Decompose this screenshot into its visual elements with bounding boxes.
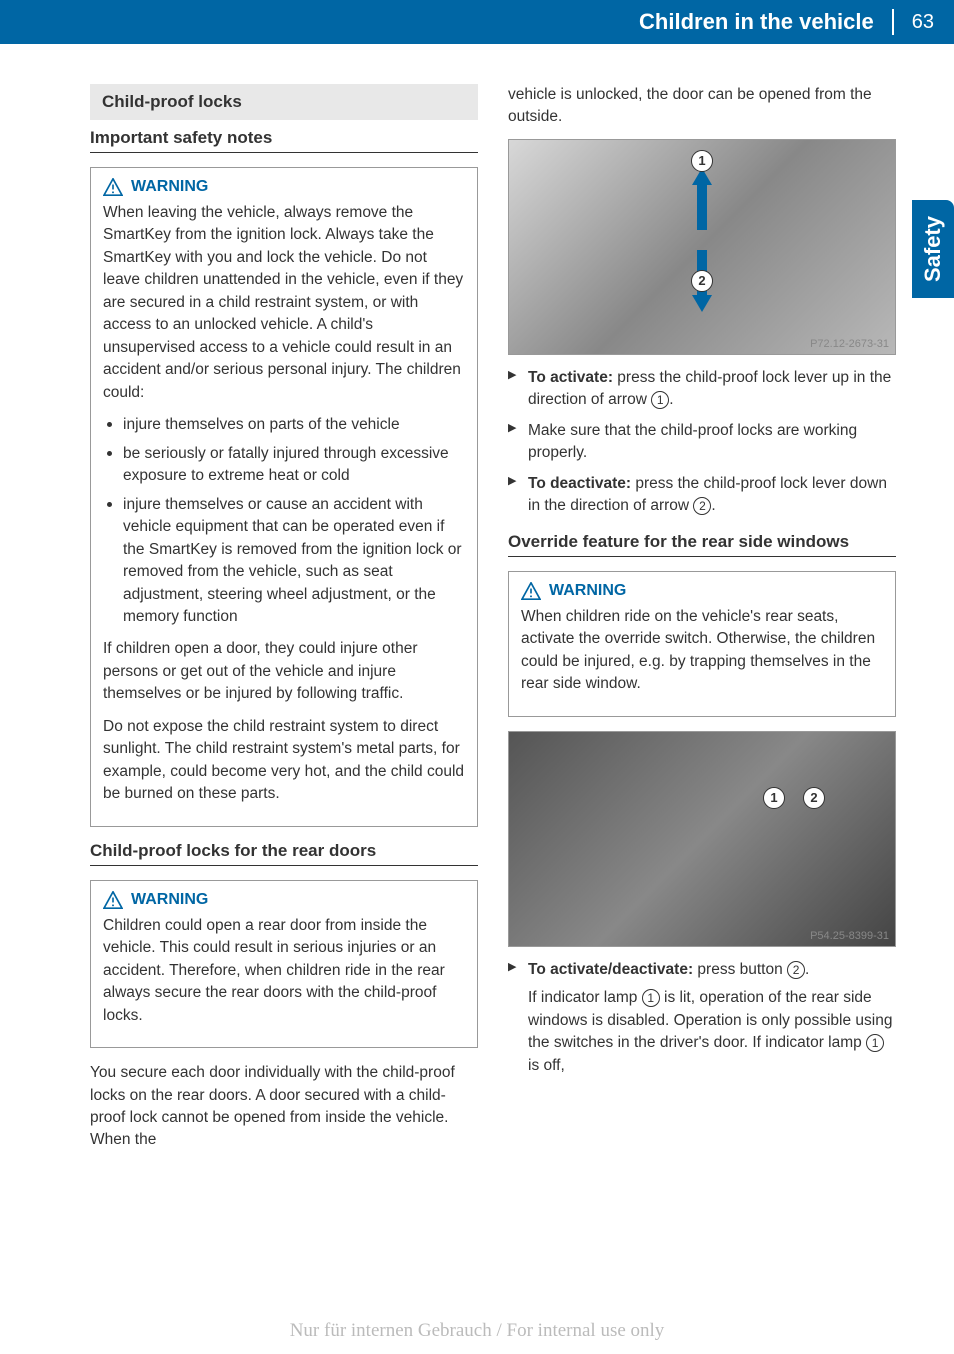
figure-child-lock-lever: 1 2 P72.12-2673-31 xyxy=(508,139,896,355)
list-item: injure themselves on parts of the vehicl… xyxy=(107,414,465,436)
action-continuation: If indicator lamp 1 is lit, operation of… xyxy=(528,987,896,1077)
content-area: Child-proof locks Important safety notes… xyxy=(0,44,954,1162)
right-column: vehicle is unlocked, the door can be ope… xyxy=(508,84,896,1162)
figure-code: P72.12-2673-31 xyxy=(810,338,889,350)
header-title: Children in the vehicle xyxy=(639,9,894,35)
circled-number: 1 xyxy=(642,989,660,1007)
warning-text: When children ride on the vehicle's rear… xyxy=(521,606,883,696)
subsection-heading: Override feature for the rear side windo… xyxy=(508,532,896,557)
warning-text: Children could open a rear door from ins… xyxy=(103,915,465,1027)
action-item: To deactivate: press the child-proof loc… xyxy=(508,473,896,518)
subsection-heading: Important safety notes xyxy=(90,128,478,153)
action-text: press button xyxy=(693,961,787,978)
warning-box-2: WARNING Children could open a rear door … xyxy=(90,880,478,1048)
callout-2: 2 xyxy=(691,270,713,292)
warning-box-3: WARNING When children ride on the vehicl… xyxy=(508,571,896,717)
circled-number: 2 xyxy=(787,961,805,979)
action-item: To activate: press the child-proof lock … xyxy=(508,367,896,412)
warning-text: When leaving the vehicle, always remove … xyxy=(103,202,465,404)
warning-bullets: injure themselves on parts of the vehicl… xyxy=(103,414,465,628)
figure-code: P54.25-8399-31 xyxy=(810,930,889,942)
section-tab-safety: Safety xyxy=(912,200,954,298)
warning-text: Do not expose the child restraint system… xyxy=(103,716,465,806)
list-item: injure themselves or cause an accident w… xyxy=(107,494,465,629)
action-text: If indicator lamp xyxy=(528,989,642,1006)
subsection-heading: Child-proof locks for the rear doors xyxy=(90,841,478,866)
warning-triangle-icon xyxy=(521,582,541,600)
figure-override-switch: 1 2 P54.25-8399-31 xyxy=(508,731,896,947)
body-paragraph: vehicle is unlocked, the door can be ope… xyxy=(508,84,896,129)
list-item: be seriously or fatally injured through … xyxy=(107,443,465,488)
callout-1: 1 xyxy=(691,150,713,172)
action-list: To activate/deactivate: press button 2. … xyxy=(508,959,896,1077)
page-header: Children in the vehicle 63 xyxy=(0,0,954,44)
action-text: . xyxy=(669,391,673,408)
arrow-diagram-icon xyxy=(682,160,722,320)
left-column: Child-proof locks Important safety notes… xyxy=(90,84,478,1162)
warning-title: WARNING xyxy=(103,891,465,909)
warning-title: WARNING xyxy=(103,178,465,196)
action-text: . xyxy=(711,497,715,514)
circled-number: 2 xyxy=(693,497,711,515)
warning-triangle-icon xyxy=(103,178,123,196)
footer-watermark: Nur für internen Gebrauch / For internal… xyxy=(0,1320,954,1342)
warning-text: If children open a door, they could inju… xyxy=(103,638,465,705)
action-item: To activate/deactivate: press button 2. … xyxy=(508,959,896,1077)
warning-box-1: WARNING When leaving the vehicle, always… xyxy=(90,167,478,827)
action-bold: To deactivate: xyxy=(528,475,631,492)
circled-number: 1 xyxy=(866,1034,884,1052)
warning-title: WARNING xyxy=(521,582,883,600)
circled-number: 1 xyxy=(651,391,669,409)
callout-2: 2 xyxy=(803,787,825,809)
action-item: Make sure that the child-proof locks are… xyxy=(508,420,896,465)
body-paragraph: You secure each door individually with t… xyxy=(90,1062,478,1152)
action-bold: To activate/deactivate: xyxy=(528,961,693,978)
warning-label: WARNING xyxy=(549,582,626,600)
warning-label: WARNING xyxy=(131,891,208,909)
action-bold: To activate: xyxy=(528,369,613,386)
page-number: 63 xyxy=(912,11,934,34)
warning-label: WARNING xyxy=(131,178,208,196)
action-text: . xyxy=(805,961,809,978)
action-text: is off, xyxy=(528,1057,565,1074)
callout-1: 1 xyxy=(763,787,785,809)
warning-triangle-icon xyxy=(103,891,123,909)
action-list: To activate: press the child-proof lock … xyxy=(508,367,896,518)
section-heading: Child-proof locks xyxy=(90,84,478,120)
